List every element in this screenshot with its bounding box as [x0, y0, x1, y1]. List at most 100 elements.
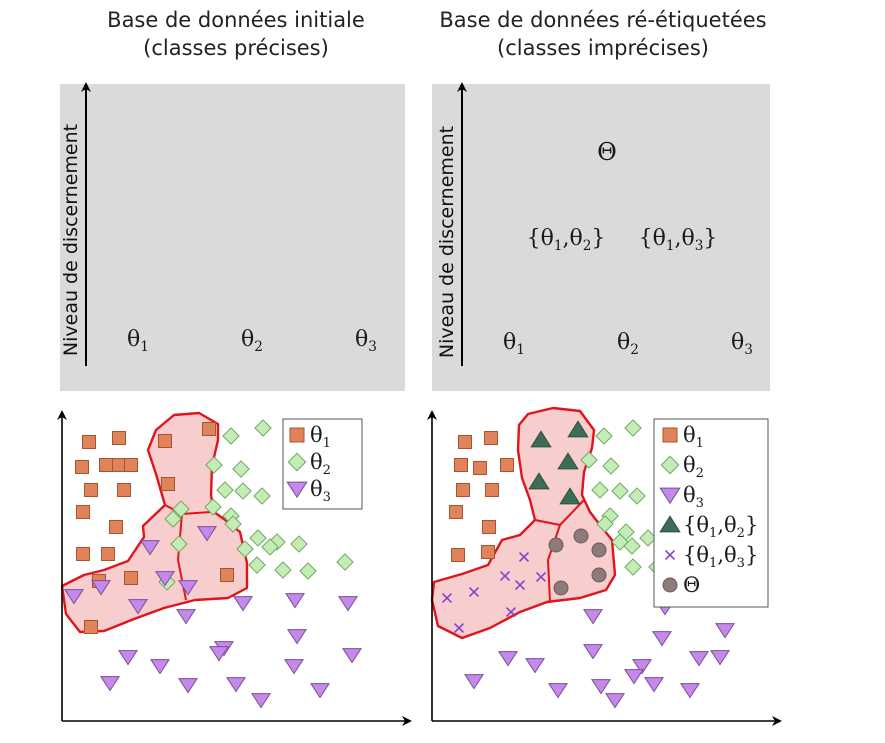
right-top-panel [432, 84, 770, 391]
diamond-marker [164, 510, 182, 528]
triangle-down-marker [337, 596, 359, 612]
cross-marker [518, 551, 530, 563]
right-top-class-label: θ1 [503, 330, 525, 358]
diamond-marker [253, 487, 271, 505]
legend-label: Θ [683, 573, 700, 597]
diamond-marker [287, 452, 307, 472]
right-top-class-labels: θ1 θ2 θ3 {θ1,θ2} {θ1,θ3} Θ [503, 138, 753, 358]
cross-marker [514, 579, 526, 591]
square-marker [76, 547, 90, 561]
cross-marker [535, 571, 547, 583]
square-marker [451, 548, 465, 562]
left-top-panel [60, 84, 405, 391]
diamond-marker [170, 535, 188, 553]
right-region-split-lines-2 [546, 524, 561, 603]
triangle-up-marker [659, 515, 681, 533]
triangle-down-marker [63, 589, 85, 605]
diamond-marker [639, 529, 657, 547]
triangle-down-marker [177, 580, 199, 596]
diamond-marker [254, 419, 272, 437]
triangle-down-marker [309, 683, 331, 699]
square-marker [500, 458, 514, 472]
triangle-down-marker [582, 609, 604, 625]
triangle-down-marker [651, 631, 673, 647]
square-marker [99, 458, 113, 472]
square-marker [124, 458, 138, 472]
triangle-down-marker [547, 683, 569, 699]
triangle-down-marker [714, 623, 736, 639]
square-marker [289, 427, 305, 443]
cross-marker [453, 622, 465, 634]
legend-label: θ3 [683, 483, 704, 511]
triangle-up-marker [559, 487, 581, 505]
diamond-marker [261, 538, 279, 556]
diamond-marker [660, 455, 680, 475]
diamond-marker [222, 427, 240, 445]
diamond-marker [595, 427, 613, 445]
square-marker [662, 427, 678, 443]
square-marker [109, 520, 123, 534]
triangle-down-marker [341, 648, 363, 664]
square-marker [485, 483, 499, 497]
square-marker [75, 460, 89, 474]
triangle-down-marker [117, 650, 139, 666]
diamond-marker [596, 515, 614, 533]
triangle-down-marker [709, 650, 731, 666]
square-marker [101, 547, 115, 561]
right-top-theta-label: Θ [597, 138, 617, 166]
right-top-class-label: θ2 [617, 330, 639, 358]
diamond-marker [172, 500, 190, 518]
left-top-class-label: θ3 [355, 327, 377, 355]
diamond-marker [299, 562, 317, 580]
triangle-up-marker [530, 430, 552, 448]
diamond-marker [224, 515, 242, 533]
left-scatter-points [63, 419, 363, 709]
square-marker [161, 477, 175, 491]
left-top-class-labels: θ1 θ2 θ3 [127, 327, 377, 355]
left-title-line1: Base de données initiale [107, 8, 365, 32]
triangle-down-marker [196, 526, 218, 542]
square-marker [449, 505, 463, 519]
square-marker [76, 505, 90, 519]
square-marker [484, 431, 498, 445]
right-title-line1: Base de données ré-étiquetées [439, 8, 766, 32]
square-marker [458, 435, 472, 449]
square-marker [482, 520, 496, 534]
diamond-marker [234, 482, 252, 500]
square-marker [112, 431, 126, 445]
cross-marker [664, 549, 676, 561]
left-top-y-axis-label: Niveau de discernement [60, 124, 82, 356]
triangle-down-marker [590, 679, 612, 695]
triangle-down-marker [604, 693, 626, 709]
cross-marker [441, 592, 453, 604]
triangle-down-marker [284, 593, 306, 609]
diamond-marker [591, 481, 609, 499]
triangle-down-marker [283, 659, 305, 675]
left-title-line2: (classes précises) [143, 36, 329, 60]
square-marker [454, 458, 468, 472]
triangle-down-marker [643, 677, 665, 693]
diamond-marker [624, 419, 642, 437]
square-marker [473, 461, 487, 475]
right-title-line2: (classes imprécises) [497, 36, 709, 60]
circle-marker [553, 580, 569, 596]
diamond-marker [232, 460, 250, 478]
triangle-down-marker [139, 540, 161, 556]
triangle-down-marker [250, 693, 272, 709]
diamond-marker [336, 553, 354, 571]
diamond-marker [248, 556, 266, 574]
left-top-class-label: θ2 [241, 327, 263, 355]
circle-marker [573, 528, 589, 544]
diamond-marker [628, 487, 646, 505]
triangle-up-marker [567, 420, 589, 438]
triangle-down-marker [286, 629, 308, 645]
cross-marker [499, 570, 511, 582]
diamond-marker [205, 456, 223, 474]
legend-label: θ1 [310, 423, 331, 451]
circle-marker [548, 537, 564, 553]
